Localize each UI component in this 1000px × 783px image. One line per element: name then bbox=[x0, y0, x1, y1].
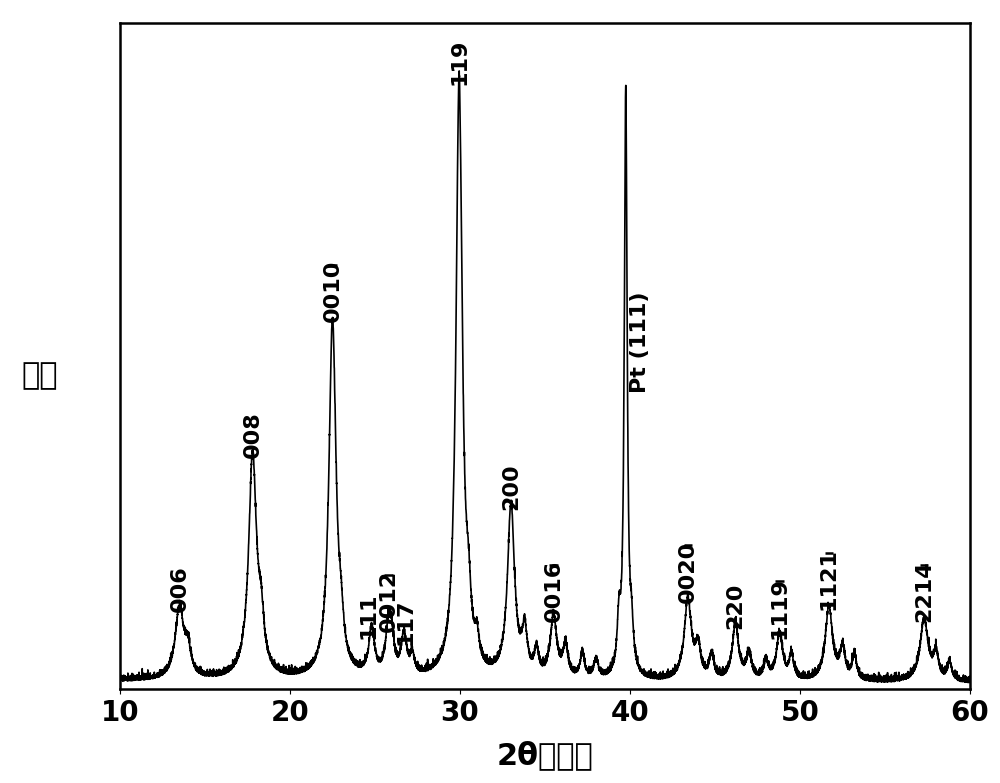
Text: 119: 119 bbox=[449, 38, 469, 85]
Text: Pt (111): Pt (111) bbox=[630, 292, 650, 393]
Text: 008: 008 bbox=[243, 411, 263, 458]
Text: 强度: 强度 bbox=[22, 361, 58, 391]
Text: 220: 220 bbox=[725, 583, 745, 629]
Text: 0020: 0020 bbox=[678, 540, 698, 603]
Text: 117: 117 bbox=[396, 598, 416, 644]
Text: 0010: 0010 bbox=[322, 260, 342, 323]
X-axis label: 2θ（度）: 2θ（度） bbox=[497, 741, 593, 770]
Text: 2214: 2214 bbox=[914, 561, 934, 622]
Text: 111: 111 bbox=[358, 592, 378, 638]
Text: 0016: 0016 bbox=[544, 560, 564, 622]
Text: 200: 200 bbox=[501, 464, 521, 511]
Text: 006: 006 bbox=[170, 565, 190, 612]
Text: 1121: 1121 bbox=[819, 548, 839, 610]
Text: 0012: 0012 bbox=[379, 570, 399, 633]
Text: 1119: 1119 bbox=[770, 576, 790, 638]
